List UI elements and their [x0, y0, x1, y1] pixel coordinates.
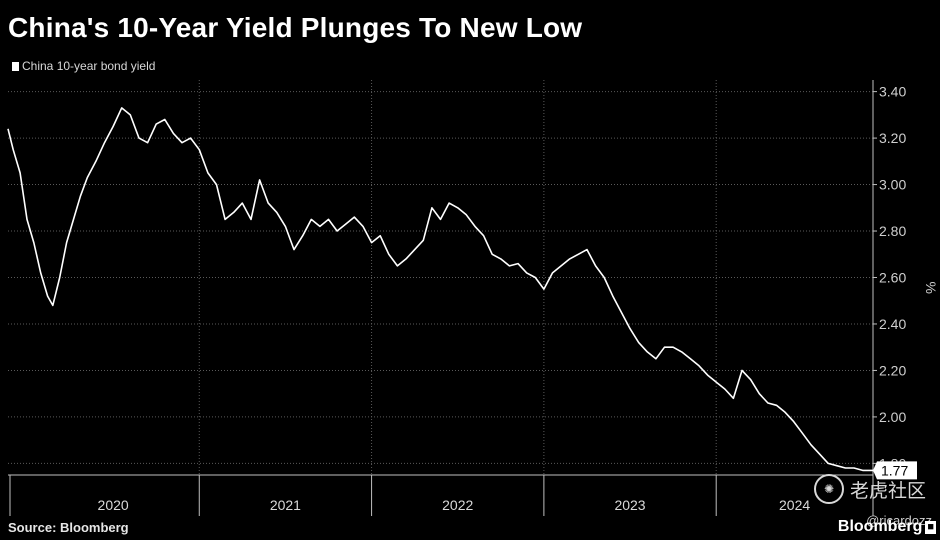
x-tick-label: 2022: [442, 497, 473, 513]
watermark-logo: ✺ 老虎社区: [813, 474, 926, 504]
last-value-label: 1.77: [881, 462, 908, 478]
brand-logo: Bloomberg ■: [838, 518, 936, 536]
last-value-box: [873, 461, 917, 480]
y-tick-label: 3.00: [879, 177, 906, 193]
series-line: [7, 107, 873, 472]
brand-tag-icon: ■: [925, 520, 936, 534]
legend: China 10-year bond yield: [12, 59, 155, 73]
y-unit-label: %: [923, 282, 939, 294]
page-title: China's 10-Year Yield Plunges To New Low: [8, 12, 583, 43]
watermark-handle: @ricardozz: [866, 513, 932, 528]
brand-name: Bloomberg: [837, 518, 923, 535]
x-tick-label: 2021: [270, 497, 301, 513]
watermark-site: 老虎社区: [849, 480, 926, 502]
y-tick-label: 2.20: [879, 362, 906, 378]
y-tick-label: 3.20: [879, 130, 906, 146]
x-tick-label: 2020: [98, 497, 129, 513]
y-tick-label: 2.80: [879, 223, 906, 239]
y-tick-label: 3.40: [879, 84, 906, 100]
legend-label: China 10-year bond yield: [22, 59, 156, 73]
y-tick-label: 2.60: [879, 270, 906, 286]
x-tick-label: 2024: [779, 497, 810, 513]
y-tick-label: 2.00: [879, 409, 906, 425]
tiger-icon: ✺: [813, 474, 844, 504]
source-note: Source: Bloomberg: [8, 520, 129, 535]
y-tick-label: 2.40: [879, 316, 906, 332]
legend-swatch: [12, 61, 19, 71]
x-tick-label: 2023: [614, 497, 645, 513]
